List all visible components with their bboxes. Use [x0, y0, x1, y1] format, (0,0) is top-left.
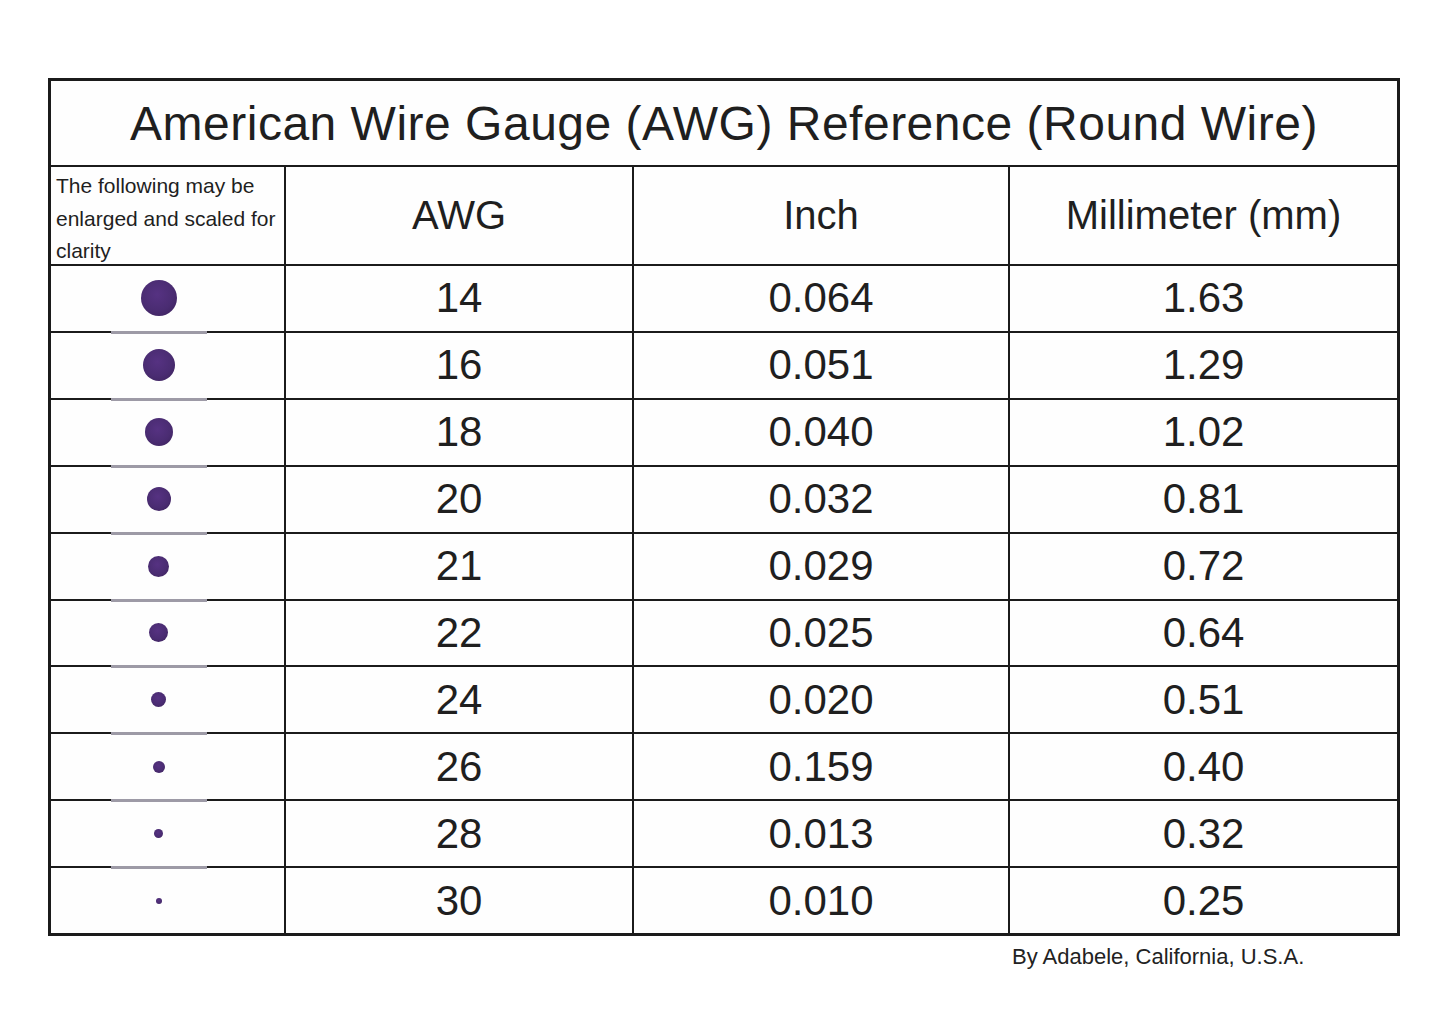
- wire-dot-icon: [149, 623, 168, 642]
- inch-value: 0.013: [634, 801, 1010, 866]
- table-title: American Wire Gauge (AWG) Reference (Rou…: [51, 81, 1397, 167]
- wire-dot-icon: [151, 692, 166, 707]
- inch-value: 0.025: [634, 601, 1010, 666]
- table-row: 14 0.064 1.63: [51, 266, 1397, 333]
- awg-reference-sheet: American Wire Gauge (AWG) Reference (Rou…: [0, 0, 1445, 1017]
- awg-value: 30: [286, 868, 634, 933]
- scale-line: [111, 799, 207, 802]
- wire-dot-icon: [143, 349, 175, 381]
- awg-value: 14: [286, 266, 634, 331]
- awg-value: 24: [286, 667, 634, 732]
- inch-value: 0.029: [634, 534, 1010, 599]
- table-row: 16 0.051 1.29: [51, 333, 1397, 400]
- awg-value: 20: [286, 467, 634, 532]
- awg-value: 18: [286, 400, 634, 465]
- awg-value: 28: [286, 801, 634, 866]
- wire-size-cell: [51, 868, 286, 933]
- table-row: 26 0.159 0.40: [51, 734, 1397, 801]
- wire-size-cell: [51, 400, 286, 465]
- column-header-awg: AWG: [286, 167, 634, 264]
- table-row: 24 0.020 0.51: [51, 667, 1397, 734]
- scale-line: [111, 732, 207, 735]
- column-header-mm: Millimeter (mm): [1010, 167, 1397, 264]
- wire-dot-icon: [147, 487, 171, 511]
- table-row: 22 0.025 0.64: [51, 601, 1397, 668]
- wire-dot-icon: [153, 761, 165, 773]
- inch-value: 0.064: [634, 266, 1010, 331]
- inch-value: 0.020: [634, 667, 1010, 732]
- scale-line: [111, 866, 207, 869]
- table-row: 20 0.032 0.81: [51, 467, 1397, 534]
- table-header-row: The following may be enlarged and scaled…: [51, 167, 1397, 266]
- scale-line: [111, 599, 207, 602]
- inch-value: 0.032: [634, 467, 1010, 532]
- size-note: The following may be enlarged and scaled…: [51, 167, 286, 264]
- wire-size-cell: [51, 734, 286, 799]
- inch-value: 0.051: [634, 333, 1010, 398]
- wire-size-cell: [51, 333, 286, 398]
- scale-line: [111, 665, 207, 668]
- table-row: 21 0.029 0.72: [51, 534, 1397, 601]
- awg-value: 16: [286, 333, 634, 398]
- scale-line: [111, 331, 207, 334]
- mm-value: 0.32: [1010, 801, 1397, 866]
- awg-value: 26: [286, 734, 634, 799]
- table-row: 30 0.010 0.25: [51, 868, 1397, 933]
- mm-value: 1.02: [1010, 400, 1397, 465]
- awg-value: 22: [286, 601, 634, 666]
- column-header-inch: Inch: [634, 167, 1010, 264]
- scale-line: [111, 398, 207, 401]
- scale-line: [111, 465, 207, 468]
- mm-value: 0.25: [1010, 868, 1397, 933]
- mm-value: 0.81: [1010, 467, 1397, 532]
- awg-value: 21: [286, 534, 634, 599]
- wire-dot-icon: [141, 280, 177, 316]
- wire-size-cell: [51, 801, 286, 866]
- wire-dot-icon: [145, 418, 173, 446]
- wire-dot-icon: [156, 898, 162, 904]
- wire-size-cell: [51, 667, 286, 732]
- scale-line: [111, 532, 207, 535]
- wire-size-cell: [51, 534, 286, 599]
- wire-dot-icon: [154, 829, 163, 838]
- mm-value: 1.29: [1010, 333, 1397, 398]
- wire-size-cell: [51, 601, 286, 666]
- wire-size-cell: [51, 467, 286, 532]
- inch-value: 0.040: [634, 400, 1010, 465]
- inch-value: 0.159: [634, 734, 1010, 799]
- wire-dot-icon: [148, 556, 169, 577]
- mm-value: 0.64: [1010, 601, 1397, 666]
- mm-value: 0.72: [1010, 534, 1397, 599]
- attribution-text: By Adabele, California, U.S.A.: [1012, 944, 1304, 970]
- mm-value: 1.63: [1010, 266, 1397, 331]
- table-row: 28 0.013 0.32: [51, 801, 1397, 868]
- inch-value: 0.010: [634, 868, 1010, 933]
- awg-table: American Wire Gauge (AWG) Reference (Rou…: [48, 78, 1400, 936]
- mm-value: 0.40: [1010, 734, 1397, 799]
- mm-value: 0.51: [1010, 667, 1397, 732]
- wire-size-cell: [51, 266, 286, 331]
- table-row: 18 0.040 1.02: [51, 400, 1397, 467]
